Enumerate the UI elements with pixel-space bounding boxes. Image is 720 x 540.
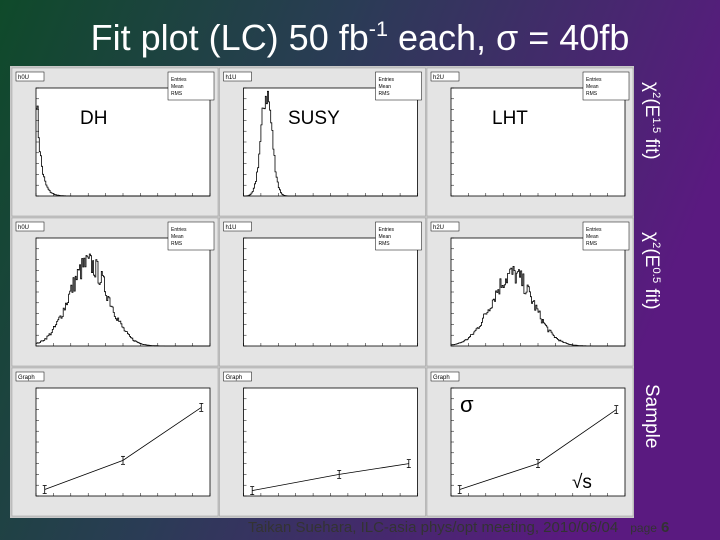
panel-name: Graph — [226, 375, 243, 381]
stat-label: Entries — [379, 227, 395, 233]
histogram — [36, 105, 210, 197]
label-sigma: σ — [460, 392, 474, 417]
panel-name: h1U — [226, 225, 237, 231]
plot-frame — [450, 387, 626, 497]
stat-box-bg — [582, 71, 630, 101]
row-label: χ2(E1.5 fit) — [641, 82, 662, 160]
stat-box-bg — [375, 71, 422, 101]
panel-name: h0U — [18, 75, 29, 81]
name-box — [15, 371, 45, 382]
plot-frame — [243, 387, 418, 497]
panel-name: Graph — [18, 375, 35, 381]
slide-title: Fit plot (LC) 50 fb-1 each, σ = 40fb — [91, 16, 630, 58]
stat-label: Mean — [171, 84, 184, 90]
row-label: χ2(E0.5 fit) — [641, 232, 662, 310]
plot-frame — [450, 87, 626, 197]
stat-box-bg — [167, 221, 215, 251]
plot-frame — [243, 237, 418, 347]
stat-label: RMS — [586, 241, 598, 247]
stat-label: RMS — [379, 241, 391, 247]
panel-name: h1U — [226, 75, 237, 81]
stat-label: Mean — [171, 234, 184, 240]
stat-label: RMS — [171, 91, 183, 97]
panel-name: h2U — [433, 75, 444, 81]
label-sqrts: √s — [572, 472, 592, 493]
stat-label: Entries — [171, 227, 187, 233]
stat-label: Mean — [586, 84, 599, 90]
stat-label: Mean — [586, 234, 599, 240]
plot-frame — [35, 387, 211, 497]
name-box — [223, 71, 252, 82]
stat-label: Mean — [379, 234, 392, 240]
histogram — [451, 266, 625, 347]
panel-name: h2U — [433, 225, 444, 231]
name-box — [15, 221, 45, 232]
stat-box-bg — [582, 221, 630, 251]
name-box — [430, 221, 460, 232]
name-box — [223, 371, 252, 382]
stat-box-bg — [167, 71, 215, 101]
stat-label: Entries — [171, 77, 187, 83]
plot-panel: Graph — [11, 367, 219, 517]
plot-frame — [35, 87, 211, 197]
overlay-labels: DH SUSY LHT σ √s — [80, 108, 592, 493]
stat-label: RMS — [586, 91, 598, 97]
plot-panel: Graph — [426, 367, 634, 517]
stat-box-bg — [375, 221, 422, 251]
stat-label: Mean — [379, 84, 392, 90]
name-box — [430, 371, 460, 382]
footer: Taikan Suehara, ILC-asia phys/opt meetin… — [248, 519, 669, 536]
name-box — [15, 71, 45, 82]
stat-label: Entries — [586, 77, 602, 83]
label-lht: LHT — [492, 108, 528, 129]
name-box — [223, 221, 252, 232]
plot-panel: Graph — [219, 367, 426, 517]
label-susy: SUSY — [288, 108, 340, 129]
label-dh: DH — [80, 108, 107, 129]
stat-label: RMS — [171, 241, 183, 247]
stat-label: Entries — [379, 77, 395, 83]
panel-name: Graph — [433, 375, 450, 381]
histogram — [243, 90, 418, 197]
histogram — [36, 253, 210, 347]
row-label: Sample — [641, 384, 662, 448]
name-box — [430, 71, 460, 82]
plot-frame — [35, 237, 211, 347]
stat-label: Entries — [586, 227, 602, 233]
stat-label: RMS — [379, 91, 391, 97]
row-labels: χ2(E1.5 fit) χ2(E0.5 fit) Sample — [641, 82, 662, 448]
panel-name: h0U — [18, 225, 29, 231]
plot-frame — [450, 237, 626, 347]
